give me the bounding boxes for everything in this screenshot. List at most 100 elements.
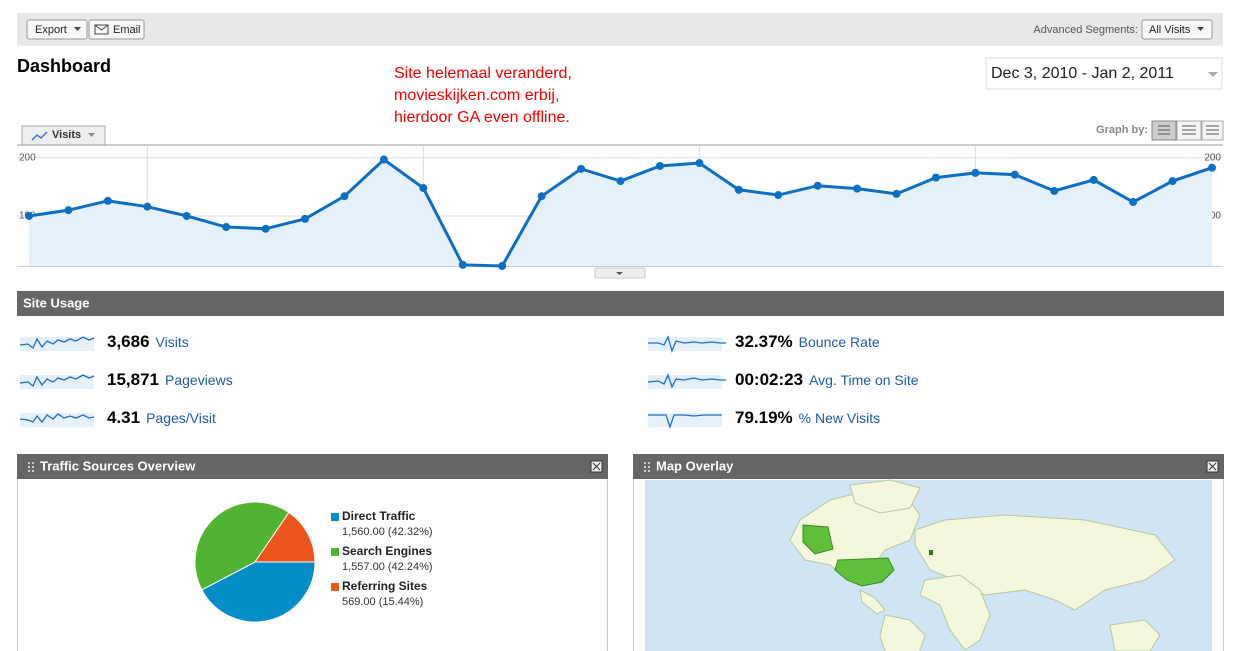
email-icon — [94, 24, 109, 35]
sparkline — [19, 413, 95, 424]
point — [261, 224, 270, 233]
line-icon — [31, 131, 48, 141]
metric-label[interactable]: Pages/Visit — [146, 410, 216, 426]
metric-value: 3,686 — [107, 332, 150, 351]
sparkline — [19, 374, 95, 388]
point — [1129, 198, 1138, 207]
australia — [1109, 619, 1161, 651]
metric — [648, 413, 722, 430]
graph-by-label: Graph by: — [1096, 124, 1148, 136]
point — [25, 211, 33, 220]
point — [1208, 163, 1216, 172]
metric-text: 32.37% Bounce Rate — [735, 332, 880, 351]
sparkline-bg — [20, 375, 94, 389]
legend-value: 1,557.00 (42.24%) — [342, 561, 433, 573]
sparkline — [648, 335, 726, 354]
close-icon — [592, 462, 601, 471]
point — [1089, 175, 1098, 184]
point — [103, 196, 112, 205]
map-panel-title: Map Overlay — [656, 458, 734, 473]
south-america — [879, 614, 926, 651]
drag-handle — [644, 462, 650, 472]
pie-slice — [194, 501, 290, 591]
legend-swatch — [331, 548, 339, 556]
point — [813, 181, 822, 190]
point — [537, 192, 546, 201]
point — [458, 260, 467, 269]
united-states — [834, 557, 895, 587]
sparkline — [19, 336, 95, 350]
metric-label[interactable]: Pageviews — [165, 372, 233, 388]
traffic-pie: Direct Traffic 1,560.00 (42.32%) Search En… — [194, 501, 433, 623]
metric-value: 00:02:23 — [735, 370, 803, 389]
y-tick-label: 200 — [19, 152, 36, 163]
date-range-picker[interactable] — [985, 57, 1223, 90]
point — [340, 192, 349, 201]
date-range: Dec 3, 2010 - Jan 2, 2011 — [991, 65, 1174, 82]
metric-value: 79.19% — [735, 408, 793, 427]
metrics: 3,686 Visits 15,871 Pageviews 4.31 Pages/Visi… — [19, 332, 919, 430]
legend-swatch — [331, 583, 339, 591]
point — [853, 184, 862, 193]
africa — [919, 574, 991, 651]
point — [301, 214, 310, 223]
sparkline — [647, 373, 726, 389]
metric — [647, 373, 726, 389]
segment-select[interactable] — [1141, 19, 1213, 40]
traffic-panel-title: Traffic Sources Overview — [40, 458, 196, 473]
metric — [19, 413, 95, 427]
point — [695, 159, 704, 168]
metric-label[interactable]: % New Visits — [799, 410, 880, 426]
legend-label: Direct Traffic — [342, 509, 416, 523]
y-tick-label: 100 — [1204, 211, 1221, 222]
metric — [648, 335, 726, 354]
dropdown-arrow — [74, 27, 81, 31]
legend-label: Search Engines — [342, 544, 432, 558]
annotation: movieskijken.com erbij, — [394, 87, 559, 104]
email-label: Email — [113, 24, 141, 36]
metric-label[interactable]: Avg. Time on Site — [809, 372, 919, 388]
dropdown-arrow — [88, 133, 95, 137]
annotation: hierdoor GA even offline. — [394, 109, 570, 126]
point — [143, 202, 152, 211]
site-usage-title: Site Usage — [23, 295, 89, 310]
point — [931, 173, 940, 182]
point — [774, 191, 783, 200]
eurasia — [914, 514, 1176, 611]
segments-label: Advanced Segments: — [1033, 24, 1138, 36]
close-icon — [1208, 462, 1217, 471]
pie-slice — [254, 511, 316, 563]
graph-tab-label: Visits — [52, 129, 81, 141]
pie-slice — [201, 561, 316, 623]
point — [222, 223, 231, 232]
metric-label[interactable]: Visits — [156, 334, 189, 350]
legend-label: Referring Sites — [342, 579, 428, 593]
sparkline-bg — [20, 413, 94, 427]
legend-value: 1,560.00 (42.32%) — [342, 526, 433, 538]
annotation: Site helemaal veranderd, — [394, 65, 572, 82]
dropdown-arrow — [616, 272, 623, 275]
map-panel-header — [633, 454, 1224, 479]
export-label: Export — [35, 24, 67, 36]
metric-value: 32.37% — [735, 332, 793, 351]
greenland — [849, 479, 921, 514]
point — [734, 185, 743, 194]
metric-text: 3,686 Visits — [107, 332, 189, 351]
point — [1050, 186, 1059, 195]
point — [892, 189, 901, 198]
dropdown-arrow — [1197, 27, 1204, 31]
graph-by-icons — [1158, 125, 1219, 135]
export-button[interactable] — [26, 19, 88, 40]
point — [1168, 177, 1177, 186]
sparkline — [648, 414, 722, 430]
traffic-panel-header — [17, 454, 608, 479]
segment-value: All Visits — [1149, 24, 1191, 36]
metric-label[interactable]: Bounce Rate — [799, 334, 880, 350]
dropdown-arrow — [1208, 72, 1218, 77]
point — [616, 177, 625, 186]
legend-value: 569.00 (15.44%) — [342, 596, 423, 608]
metric-text: 15,871 Pageviews — [107, 370, 233, 389]
point — [419, 184, 428, 193]
visits-chart: 100100200200Dec 6Dec 13Dec 20Dec 27 — [17, 145, 1223, 270]
page-title: Dashboard — [17, 56, 111, 76]
